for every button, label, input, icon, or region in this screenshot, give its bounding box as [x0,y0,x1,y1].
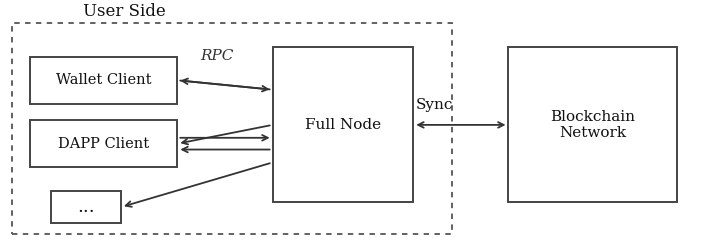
Bar [30,120,177,167]
Bar [51,191,121,223]
Text: RPC: RPC [201,49,234,63]
Text: Full Node: Full Node [305,118,381,132]
Bar [30,57,177,104]
Text: User Side: User Side [83,3,166,20]
Bar [272,47,414,202]
Text: DAPP Client: DAPP Client [58,137,149,151]
Bar [12,23,452,234]
Text: Sync: Sync [416,98,453,112]
Text: Blockchain
Network: Blockchain Network [551,110,636,140]
Text: Wallet Client: Wallet Client [56,73,151,87]
Text: ...: ... [77,198,95,216]
Bar [508,47,677,202]
